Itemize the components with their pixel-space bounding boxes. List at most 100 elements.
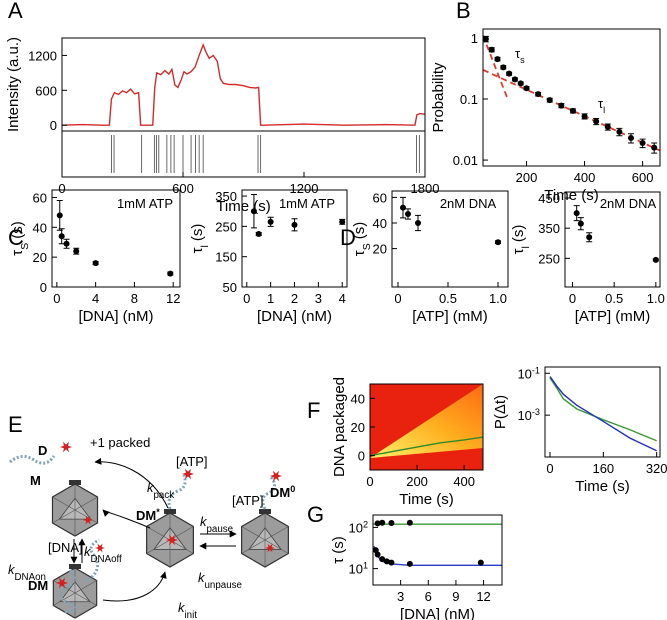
capsid-edge — [52, 496, 76, 511]
capsid-edge — [146, 539, 171, 554]
x-axis-label: Time (s) — [399, 491, 453, 508]
star — [60, 441, 72, 453]
x-tick-label: 0 — [366, 474, 373, 489]
x-tick-label: 1.0 — [489, 291, 507, 306]
y-tick-label-part: 10 — [517, 408, 531, 423]
x-tick-label: 0 — [53, 291, 60, 306]
y-axis-label: τS (s) — [351, 222, 373, 256]
y-tick-label: 250 — [538, 251, 560, 266]
y-tick-label: 20 — [33, 250, 47, 265]
y-tick-label: 350 — [215, 189, 237, 204]
y-axis-label-part: P(Δt) — [492, 395, 509, 429]
y-axis-label-part: (s) — [189, 224, 206, 242]
y-tick-label: 0.01 — [453, 153, 478, 168]
y-tick-label-part: 1 — [363, 561, 368, 571]
data-point — [255, 230, 262, 237]
x-tick-label: 0 — [58, 181, 65, 196]
x-axis-label: [ATP] (mM) — [575, 308, 651, 325]
data-point — [506, 70, 513, 77]
rate-label-part: init — [185, 610, 198, 620]
star — [95, 543, 105, 553]
data-point — [573, 210, 580, 217]
y-tick-label: 0.1 — [460, 92, 478, 107]
y-tick-label: 10-1 — [517, 365, 540, 381]
annotation: 1mM ATP — [117, 196, 173, 211]
y-tick-label: 102 — [348, 519, 368, 535]
data-point — [415, 220, 421, 226]
annotation-part: s — [520, 55, 525, 65]
data-point — [388, 519, 395, 526]
x-axis-label: Time (s) — [216, 198, 270, 215]
y-axis-label: P(Δt) — [492, 395, 509, 429]
data-point — [495, 239, 501, 246]
data-line — [549, 377, 657, 442]
star — [166, 534, 178, 546]
data-point — [56, 212, 63, 219]
y-axis-label: τ (s) — [330, 536, 347, 563]
rate-label-sup: [ATP] — [176, 454, 208, 469]
dna-strand — [58, 568, 78, 614]
rate-label-part: k — [84, 544, 92, 559]
state-label-part: 0 — [290, 484, 295, 494]
y-tick-label: 40 — [373, 216, 387, 231]
y-tick-label: 20 — [373, 242, 387, 257]
data-point — [167, 270, 174, 277]
annotation: 2nM DNA — [440, 196, 497, 211]
x-tick-label: 0 — [243, 291, 250, 306]
x-tick-label: 3 — [397, 589, 404, 604]
x-axis-label: [DNA] (nM) — [400, 606, 475, 620]
y-axis-label-part: S — [19, 243, 31, 250]
panel-letter: D — [340, 225, 356, 250]
y-tick-label-part: -3 — [532, 407, 540, 417]
annotation-part: τ — [598, 96, 604, 111]
data-point — [406, 519, 413, 526]
heatmap-band — [370, 384, 483, 458]
data-point — [482, 36, 489, 43]
panel-letter: F — [307, 398, 320, 423]
capsid-edge — [74, 496, 98, 511]
x-tick-label: 1 — [267, 291, 274, 306]
data-line — [549, 376, 657, 452]
x-tick-label: 600 — [172, 181, 194, 196]
data-point — [604, 123, 611, 130]
annotation: τs — [515, 46, 525, 65]
y-axis-label-part: S — [361, 243, 373, 250]
state-label-part: DM — [270, 485, 290, 500]
x-tick-label: 320 — [646, 461, 667, 476]
x-tick-label: 600 — [632, 170, 654, 185]
rate-label: kpack — [147, 480, 174, 501]
x-tick-label: 400 — [453, 474, 475, 489]
y-tick-label-part: 10 — [348, 520, 362, 535]
rate-label-part: k — [178, 600, 186, 615]
y-axis-label: Intensity (a.u.) — [5, 37, 22, 132]
rate-label: kDNAon — [8, 562, 46, 583]
axes-frame — [61, 37, 426, 132]
axes-frame — [482, 28, 661, 167]
data-point — [388, 559, 395, 566]
x-tick-label: 0 — [569, 291, 576, 306]
data-point — [488, 46, 495, 53]
y-tick-label: 10-3 — [517, 407, 540, 423]
y-tick-label: 20 — [351, 420, 365, 435]
data-point — [73, 248, 80, 255]
state-label-part: * — [156, 507, 160, 517]
axes-frame — [372, 514, 503, 586]
data-point — [405, 211, 411, 218]
star — [56, 577, 68, 589]
data-point — [379, 519, 386, 526]
data-point — [558, 102, 565, 109]
panel-letter: C — [8, 225, 24, 250]
x-tick-label: 12 — [166, 291, 180, 306]
data-point — [250, 208, 257, 215]
data-point — [477, 559, 484, 566]
capsid-edge — [53, 592, 76, 606]
y-tick-label: 250 — [215, 219, 237, 234]
rate-label: kunpause — [198, 570, 242, 591]
star — [265, 543, 275, 553]
data-point — [511, 76, 518, 83]
y-tick-label: 50 — [223, 280, 237, 295]
y-tick-label-part: -1 — [532, 365, 540, 375]
capsid-edge — [241, 526, 266, 541]
x-tick-label: 12 — [476, 589, 490, 604]
